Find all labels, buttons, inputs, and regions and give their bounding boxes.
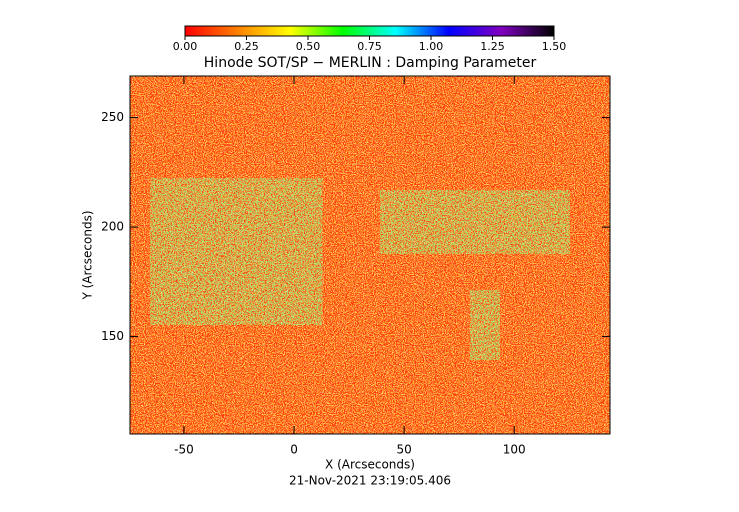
y-tick-label: 250 bbox=[101, 110, 124, 124]
x-tick-label: 50 bbox=[396, 443, 411, 457]
colorbar-tick-label: 0.25 bbox=[234, 40, 259, 53]
colorbar-tick-label: 0.75 bbox=[357, 40, 382, 53]
x-tick-label: -50 bbox=[174, 443, 194, 457]
colorbar-tick-label: 0.00 bbox=[173, 40, 198, 53]
y-tick-label: 200 bbox=[101, 220, 124, 234]
colorbar-tick-label: 1.00 bbox=[419, 40, 444, 53]
plot-frame bbox=[129, 75, 611, 435]
x-axis-label: X (Arcseconds) bbox=[325, 458, 415, 472]
colorbar-tick-label: 0.50 bbox=[296, 40, 321, 53]
x-tick-label: 0 bbox=[290, 443, 298, 457]
colorbar-tick-label: 1.50 bbox=[542, 40, 567, 53]
y-tick-label: 150 bbox=[101, 329, 124, 343]
colorbar-tick-label: 1.25 bbox=[480, 40, 505, 53]
x-tick-label: 100 bbox=[503, 443, 526, 457]
y-axis-label: Y (Arcseconds) bbox=[81, 210, 95, 300]
subtitle: 21-Nov-2021 23:19:05.406 bbox=[289, 474, 451, 488]
colorbar bbox=[184, 25, 555, 37]
chart-title: Hinode SOT/SP − MERLIN : Damping Paramet… bbox=[204, 55, 537, 71]
solar-image bbox=[130, 76, 610, 434]
